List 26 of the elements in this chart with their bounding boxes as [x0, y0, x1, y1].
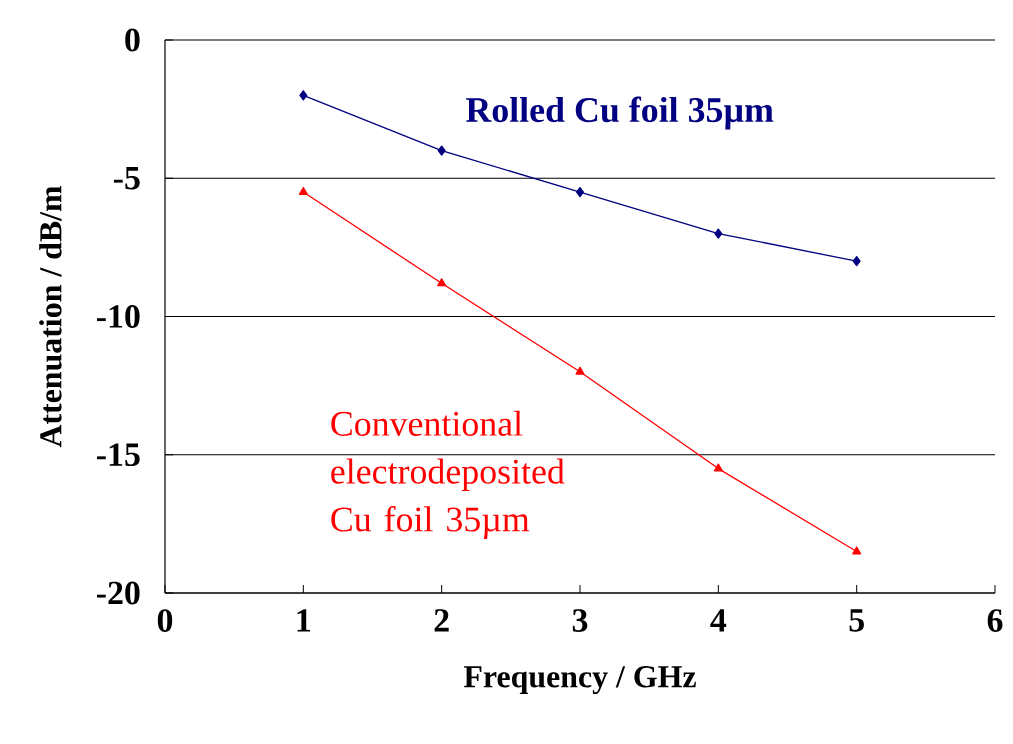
point — [852, 256, 861, 267]
x-tick-label: 3 — [572, 609, 588, 632]
series-label: Rolled Cu foil 35µm — [465, 96, 774, 130]
y-tick-label: -10 — [96, 305, 140, 328]
x-tick-label: 4 — [710, 609, 727, 632]
point — [437, 278, 447, 287]
point — [575, 366, 585, 375]
point — [298, 186, 308, 195]
x-tick-label: 0 — [157, 609, 173, 632]
point — [437, 145, 446, 156]
y-axis-title: Attenuation / dB/m — [39, 185, 62, 448]
x-axis-title: Frequency / GHz — [463, 666, 696, 695]
x-tick-label: 1 — [297, 609, 311, 632]
x-tick-label: 2 — [434, 609, 449, 632]
y-tick-label: -15 — [96, 443, 140, 467]
y-tick-label: -20 — [96, 581, 140, 605]
point — [299, 90, 308, 101]
point — [714, 228, 723, 239]
y-tick-label: -5 — [113, 166, 140, 190]
x-tick-label: 6 — [987, 609, 1003, 632]
point — [713, 463, 723, 472]
y-tick-label: 0 — [125, 28, 140, 52]
series-label: Conventional electrodeposited Cu foil 35µm — [331, 410, 565, 539]
x-tick-label: 5 — [849, 609, 864, 632]
point — [852, 546, 862, 555]
point — [575, 186, 585, 198]
